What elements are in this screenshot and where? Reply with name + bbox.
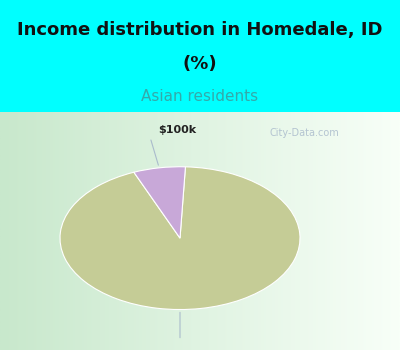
Text: Asian residents: Asian residents: [142, 89, 258, 104]
Wedge shape: [60, 167, 300, 309]
Text: (%): (%): [183, 55, 217, 74]
Text: Income distribution in Homedale, ID: Income distribution in Homedale, ID: [17, 21, 383, 39]
Text: $100k: $100k: [158, 125, 196, 135]
Wedge shape: [134, 167, 186, 238]
Text: City-Data.com: City-Data.com: [269, 128, 339, 138]
